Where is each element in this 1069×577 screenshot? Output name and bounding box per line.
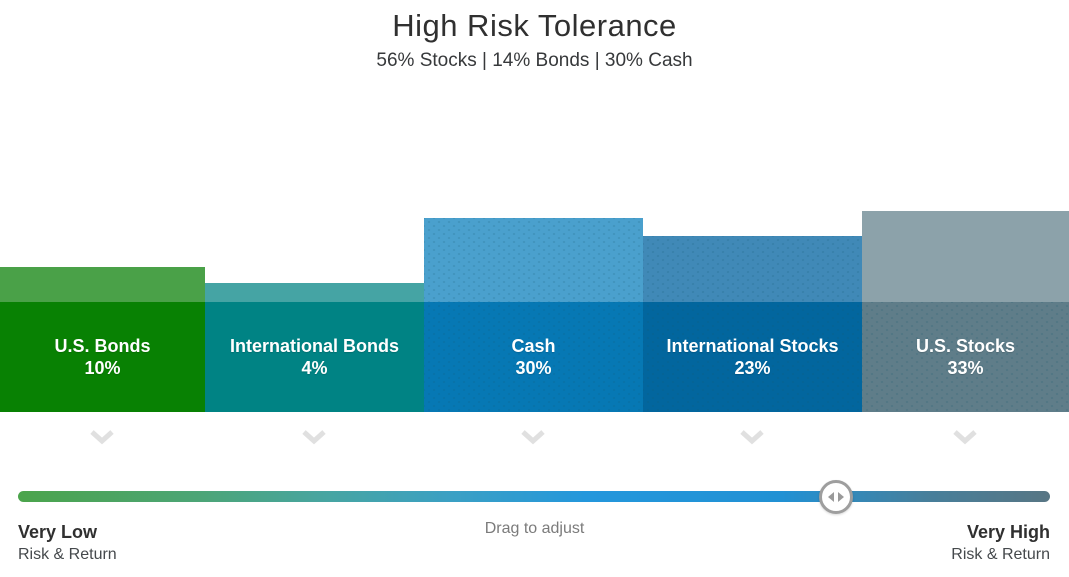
very-high-label: Very High xyxy=(966,522,1050,542)
bar-label: International Stocks xyxy=(666,336,839,356)
bar-us-bonds[interactable]: U.S. Bonds 10% xyxy=(0,267,205,412)
low-end-label-group: Very Low Risk & Return xyxy=(18,520,117,566)
bar-label: U.S. Stocks xyxy=(915,336,1016,356)
chevron-down-icon[interactable] xyxy=(739,429,765,445)
bar-us-bonds-label-band: U.S. Bonds 10% xyxy=(0,302,205,412)
bar-value: 23% xyxy=(734,358,771,378)
drag-hint-label: Drag to adjust xyxy=(484,520,585,537)
bar-cash[interactable]: Cash 30% xyxy=(424,218,643,412)
bar-label: Cash xyxy=(511,336,556,356)
bar-cash-label-band: Cash 30% xyxy=(424,302,643,412)
bar-international-bonds-label-band: International Bonds 4% xyxy=(205,302,424,412)
bar-value: 30% xyxy=(515,358,552,378)
bar-value: 4% xyxy=(301,358,328,378)
bar-label: U.S. Bonds xyxy=(54,336,151,356)
bar-label: International Bonds xyxy=(229,336,399,356)
bar-international-stocks[interactable]: International Stocks 23% xyxy=(643,236,862,412)
risk-slider-track[interactable] xyxy=(18,491,1050,502)
chevron-down-icon[interactable] xyxy=(89,429,115,445)
chevron-down-icon[interactable] xyxy=(301,429,327,445)
bar-us-stocks-label-band: U.S. Stocks 33% xyxy=(862,302,1069,412)
allocation-summary: 56% Stocks | 14% Bonds | 30% Cash xyxy=(376,50,693,71)
page-title: High Risk Tolerance xyxy=(392,8,677,43)
chevron-down-icon[interactable] xyxy=(520,429,546,445)
bar-international-bonds[interactable]: International Bonds 4% xyxy=(205,283,424,412)
risk-slider-handle[interactable] xyxy=(819,480,854,514)
risk-return-label: Risk & Return xyxy=(951,546,1050,563)
bar-value: 33% xyxy=(947,358,984,378)
risk-return-label: Risk & Return xyxy=(18,546,117,563)
bar-value: 10% xyxy=(84,358,121,378)
very-low-label: Very Low xyxy=(18,522,98,542)
bar-us-stocks[interactable]: U.S. Stocks 33% xyxy=(862,211,1069,412)
arrow-left-icon xyxy=(828,492,835,502)
bar-international-stocks-label-band: International Stocks 23% xyxy=(643,302,862,412)
arrow-right-icon xyxy=(838,492,845,502)
chevron-down-icon[interactable] xyxy=(952,429,978,445)
header: High Risk Tolerance 56% Stocks | 14% Bon… xyxy=(0,0,1069,72)
high-end-label-group: Very High Risk & Return xyxy=(951,520,1050,566)
